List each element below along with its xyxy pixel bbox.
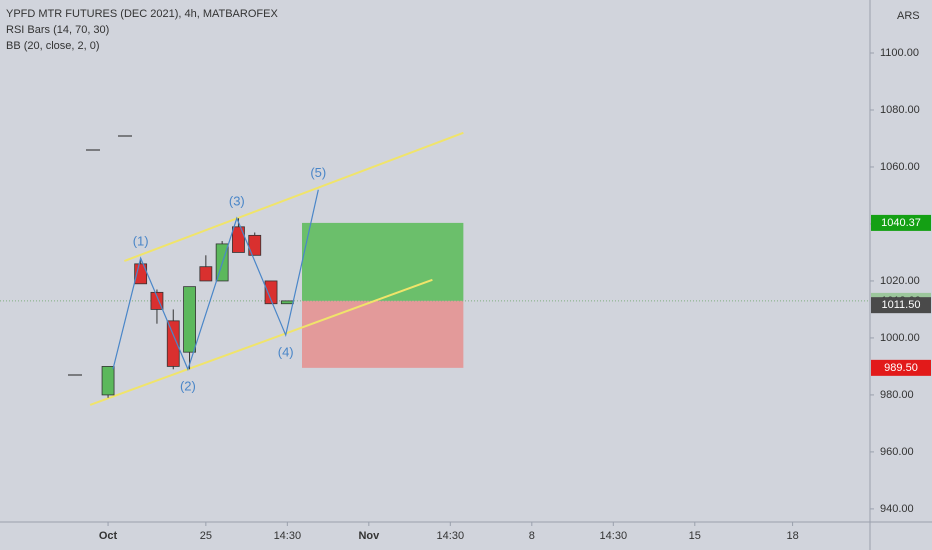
y-tick-label: 960.00 [880,446,914,458]
y-tick-label: 1060.00 [880,161,920,173]
price-label: 989.50 [884,362,918,374]
indicator-label: RSI Bars (14, 70, 30) [6,24,109,36]
x-tick-label: 14:30 [437,530,465,542]
price-label-box [871,214,931,231]
channel-line [124,131,464,262]
currency-label: ARS [897,10,920,22]
y-tick-label: 1000.00 [880,332,920,344]
candle-body [101,366,115,396]
x-tick-label: Oct [99,530,118,542]
candle-body [280,300,294,305]
x-tick-label: 8 [529,530,535,542]
price-label-box [871,359,931,376]
y-tick-label: 980.00 [880,389,914,401]
price-label-box [871,297,931,314]
wave-line [112,189,319,371]
x-tick-label: 18 [786,530,798,542]
indicator-label: BB (20, close, 2, 0) [6,40,100,52]
stop-zone [302,300,464,368]
candle-body [232,226,245,253]
x-tick-label: 15 [689,530,701,542]
x-tick-label: 14:30 [274,530,302,542]
y-tick-label: 1100.00 [880,47,919,59]
chart-title: YPFD MTR FUTURES (DEC 2021), 4h, MATBARO… [6,8,278,20]
x-tick-label: 25 [200,530,212,542]
x-tick-label: Nov [358,530,380,542]
wave-label: (2) [180,379,196,394]
candle-body [199,266,213,282]
candle-body [183,286,196,353]
wave-label: (1) [133,234,149,249]
wave-label: (3) [229,194,245,209]
price-label: 1040.37 [881,217,921,229]
price-label: 1011.50 [882,299,921,311]
target-zone [302,222,464,301]
y-tick-label: 1080.00 [880,104,920,116]
y-tick-label: 1020.00 [880,275,920,287]
candle-body [166,320,180,367]
candle-body [264,280,278,305]
y-tick-label: 940.00 [880,503,914,515]
candle-body [150,291,164,310]
wave-label: (4) [278,345,294,360]
channel-line [89,278,433,406]
x-tick-label: 14:30 [600,530,628,542]
wave-label: (5) [310,165,326,180]
